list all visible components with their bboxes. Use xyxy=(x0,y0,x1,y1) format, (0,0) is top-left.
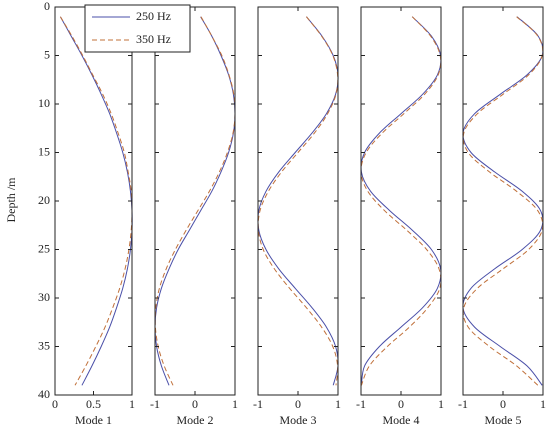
x-axis-label: Mode 4 xyxy=(383,413,420,427)
x-tick-label: 0 xyxy=(398,397,404,411)
y-tick-label: 5 xyxy=(44,47,50,61)
mode-curve xyxy=(154,16,236,386)
y-axis-label: Depth /m xyxy=(4,177,18,223)
mode-curve xyxy=(59,16,133,386)
mode-curve xyxy=(360,16,442,386)
x-tick-label: 0 xyxy=(192,397,198,411)
axes-frame xyxy=(462,6,544,396)
mode-curve xyxy=(257,16,339,386)
x-tick-label: -1 xyxy=(253,397,263,411)
y-tick-label: 25 xyxy=(38,241,50,255)
mode-curve xyxy=(462,16,544,386)
x-tick-label: -1 xyxy=(356,397,366,411)
axes-frame xyxy=(154,6,236,396)
legend: 250 Hz 350 Hz xyxy=(84,4,191,53)
x-tick-label: 1 xyxy=(540,397,546,411)
y-tick-label: 10 xyxy=(38,96,50,110)
mode-curve xyxy=(462,16,544,386)
mode-curve xyxy=(154,16,236,386)
y-tick-label: 20 xyxy=(38,193,50,207)
y-tick-label: 40 xyxy=(38,387,50,401)
x-axis-label: Mode 1 xyxy=(75,413,112,427)
x-tick-label: 1 xyxy=(438,397,444,411)
x-tick-label: 0 xyxy=(500,397,506,411)
x-tick-label: 1 xyxy=(335,397,341,411)
x-tick-label: 0.5 xyxy=(86,397,101,411)
axes-frame xyxy=(360,6,442,396)
axes-frame xyxy=(54,6,133,396)
x-axis-label: Mode 5 xyxy=(485,413,522,427)
mode-curve xyxy=(59,16,133,386)
x-tick-label: 0 xyxy=(295,397,301,411)
y-tick-label: 0 xyxy=(44,0,50,13)
axes-frame xyxy=(257,6,339,396)
y-tick-label: 30 xyxy=(38,290,50,304)
y-tick-label: 35 xyxy=(38,338,50,352)
legend-label: 250 Hz xyxy=(136,9,171,23)
x-tick-label: -1 xyxy=(150,397,160,411)
y-tick-label: 15 xyxy=(38,144,50,158)
x-axis-label: Mode 3 xyxy=(280,413,317,427)
x-tick-label: -1 xyxy=(458,397,468,411)
x-axis-label: Mode 2 xyxy=(177,413,214,427)
x-tick-label: 0 xyxy=(52,397,58,411)
x-tick-label: 1 xyxy=(232,397,238,411)
mode-curve xyxy=(360,16,442,386)
legend-box xyxy=(84,4,191,53)
x-tick-label: 1 xyxy=(129,397,135,411)
legend-label: 350 Hz xyxy=(136,32,171,46)
mode-curve xyxy=(257,16,339,386)
